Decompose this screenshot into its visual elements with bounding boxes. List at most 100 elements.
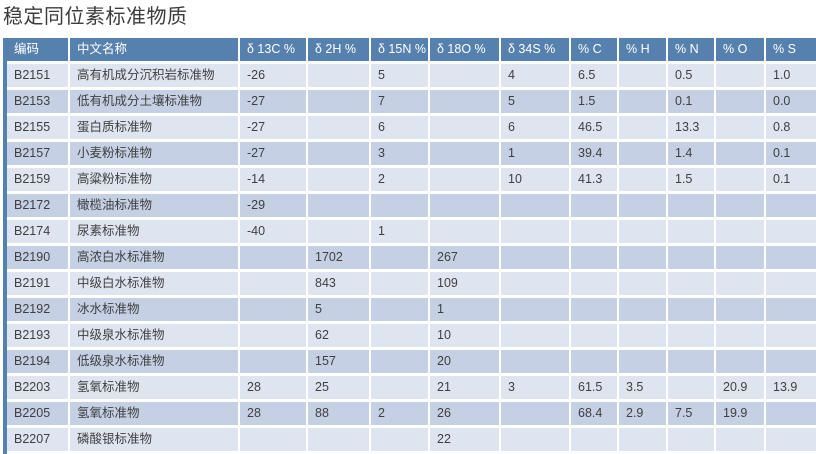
table-cell bbox=[239, 270, 308, 298]
row-code-cell: B2192 bbox=[3, 296, 70, 324]
table-row: B2151 高有机成分沉积岩标准物 -26 5 4 6.5 0.5 1.0 bbox=[3, 62, 816, 90]
table-cell: 1.5 bbox=[667, 166, 716, 194]
table-cell bbox=[618, 218, 668, 246]
table-row: B2155 蛋白质标准物 -27 6 6 46.5 13.3 0.8 bbox=[3, 114, 816, 142]
table-cell: 19.9 bbox=[715, 400, 766, 428]
table-row: B2192 冰水标准物 5 1 bbox=[3, 296, 816, 324]
table-cell bbox=[618, 270, 668, 298]
table-cell bbox=[429, 166, 501, 194]
table-cell: 21 bbox=[429, 374, 501, 402]
table-cell bbox=[429, 218, 501, 246]
table-cell bbox=[618, 140, 668, 168]
row-name-cell: 高粱粉标准物 bbox=[69, 166, 240, 194]
table-cell bbox=[618, 322, 668, 350]
table-cell bbox=[765, 426, 816, 454]
row-code-cell: B2191 bbox=[3, 270, 70, 298]
table-cell: 1702 bbox=[307, 244, 371, 272]
row-name-cell: 高有机成分沉积岩标准物 bbox=[69, 62, 240, 90]
table-cell: 1.4 bbox=[667, 140, 716, 168]
table-cell bbox=[500, 192, 571, 220]
column-header: % S bbox=[765, 38, 816, 64]
row-code-cell: B2205 bbox=[3, 400, 70, 428]
table-body: B2151 高有机成分沉积岩标准物 -26 5 4 6.5 0.5 1.0 B2153 低有机成分… bbox=[3, 62, 816, 454]
row-name-cell: 冰水标准物 bbox=[69, 296, 240, 324]
table-cell bbox=[667, 374, 716, 402]
row-name-cell: 小麦粉标准物 bbox=[69, 140, 240, 168]
table-cell: 25 bbox=[307, 374, 371, 402]
row-code-cell: B2174 bbox=[3, 218, 70, 246]
table-cell bbox=[370, 426, 430, 454]
table-cell: 20 bbox=[429, 348, 501, 376]
column-header: δ 2H % bbox=[307, 38, 371, 64]
table-cell bbox=[239, 348, 308, 376]
table-cell: 6 bbox=[500, 114, 571, 142]
table-cell bbox=[715, 244, 766, 272]
table-cell bbox=[429, 62, 501, 90]
table-cell bbox=[715, 114, 766, 142]
table-cell bbox=[500, 426, 571, 454]
table-cell bbox=[370, 270, 430, 298]
row-name-cell: 蛋白质标准物 bbox=[69, 114, 240, 142]
table-cell bbox=[500, 296, 571, 324]
isotope-standards-table: 编码 中文名称 δ 13C % δ 2H % δ 15N % δ 18O % δ 34S %… bbox=[3, 38, 816, 454]
table-cell: 62 bbox=[307, 322, 371, 350]
table-cell: -26 bbox=[239, 62, 308, 90]
row-code-cell: B2207 bbox=[3, 426, 70, 454]
table-cell bbox=[715, 322, 766, 350]
column-header: 编码 bbox=[3, 38, 70, 64]
column-header: % C bbox=[570, 38, 619, 64]
row-code-cell: B2159 bbox=[3, 166, 70, 194]
row-name-cell: 氢氧标准物 bbox=[69, 400, 240, 428]
table-cell: 0.5 bbox=[667, 62, 716, 90]
column-header: δ 34S % bbox=[500, 38, 571, 64]
table-cell: 7.5 bbox=[667, 400, 716, 428]
table-cell: 1 bbox=[429, 296, 501, 324]
table-cell: 1.0 bbox=[765, 62, 816, 90]
table-cell bbox=[765, 192, 816, 220]
table-cell bbox=[239, 426, 308, 454]
table-cell: -29 bbox=[239, 192, 308, 220]
table-cell: 13.9 bbox=[765, 374, 816, 402]
table-cell: 10 bbox=[429, 322, 501, 350]
table-cell: 157 bbox=[307, 348, 371, 376]
row-name-cell: 橄榄油标准物 bbox=[69, 192, 240, 220]
table-cell: 0.1 bbox=[667, 88, 716, 116]
table-cell bbox=[429, 114, 501, 142]
column-header: δ 18O % bbox=[429, 38, 501, 64]
table-cell bbox=[715, 218, 766, 246]
row-code-cell: B2190 bbox=[3, 244, 70, 272]
table-cell: -27 bbox=[239, 114, 308, 142]
table-cell bbox=[370, 244, 430, 272]
table-cell bbox=[570, 218, 619, 246]
table-cell: 0.1 bbox=[765, 166, 816, 194]
table-cell bbox=[307, 62, 371, 90]
table-cell bbox=[667, 218, 716, 246]
table-header-row: 编码 中文名称 δ 13C % δ 2H % δ 15N % δ 18O % δ 34S %… bbox=[3, 38, 816, 64]
table-row: B2205 氢氧标准物 28 88 2 26 68.4 2.9 7.5 19.9 bbox=[3, 400, 816, 428]
column-header: δ 13C % bbox=[239, 38, 308, 64]
table-cell: 6 bbox=[370, 114, 430, 142]
table-cell bbox=[715, 296, 766, 324]
table-cell bbox=[429, 140, 501, 168]
table-cell: 5 bbox=[500, 88, 571, 116]
row-code-cell: B2151 bbox=[3, 62, 70, 90]
table-row: B2190 高浓白水标准物 1702 267 bbox=[3, 244, 816, 272]
table-cell bbox=[667, 244, 716, 272]
table-cell: 1 bbox=[370, 218, 430, 246]
table-cell: 5 bbox=[370, 62, 430, 90]
table-row: B2193 中级泉水标准物 62 10 bbox=[3, 322, 816, 350]
table-cell bbox=[500, 400, 571, 428]
table-cell bbox=[765, 218, 816, 246]
table-cell bbox=[618, 192, 668, 220]
table-cell bbox=[618, 62, 668, 90]
row-name-cell: 中级泉水标准物 bbox=[69, 322, 240, 350]
table-cell: 61.5 bbox=[570, 374, 619, 402]
row-name-cell: 中级白水标准物 bbox=[69, 270, 240, 298]
row-name-cell: 低级泉水标准物 bbox=[69, 348, 240, 376]
table-cell bbox=[667, 192, 716, 220]
table-cell bbox=[765, 244, 816, 272]
table-cell bbox=[239, 322, 308, 350]
table-cell: 1 bbox=[500, 140, 571, 168]
table-cell bbox=[370, 348, 430, 376]
table-cell: 46.5 bbox=[570, 114, 619, 142]
